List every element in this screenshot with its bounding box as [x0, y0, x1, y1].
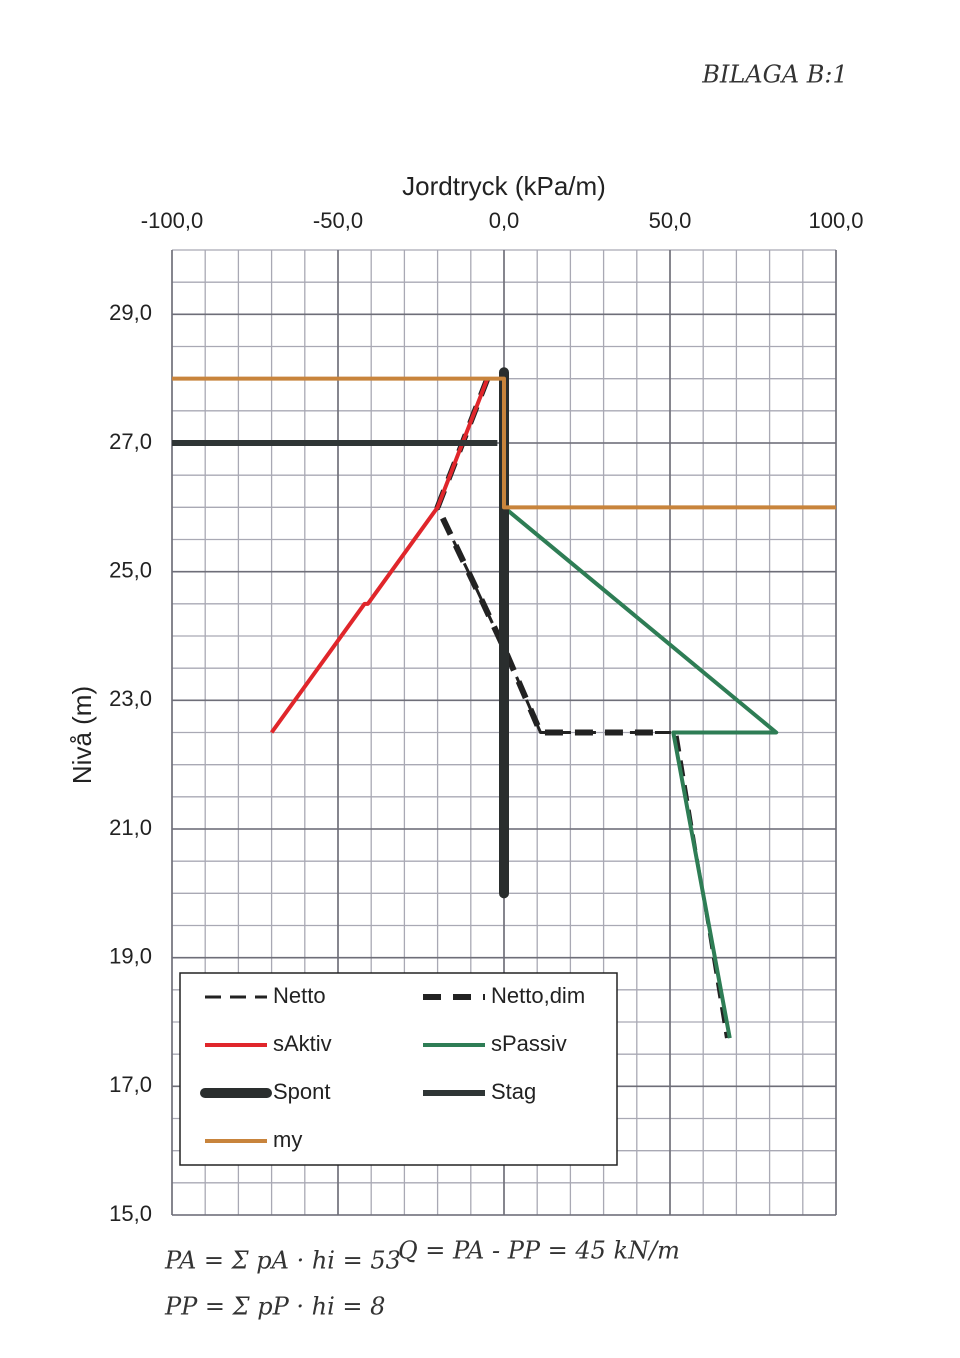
legend: Netto Netto,dim sAktiv sPassiv Spont Stag my	[179, 972, 618, 1166]
legend-label: sAktiv	[273, 1031, 332, 1056]
x-tick-label: 100,0	[808, 208, 863, 233]
legend-label: Netto	[273, 983, 326, 1008]
y-tick-label: 25,0	[109, 557, 152, 582]
chart-title: Jordtryck (kPa/m)	[402, 171, 606, 201]
annotation: PP = Σ pP · hi = 8	[164, 1293, 385, 1321]
y-tick-label: 29,0	[109, 300, 152, 325]
annotation: PA = Σ pA · hi = 53	[164, 1247, 401, 1275]
y-tick-label: 21,0	[109, 815, 152, 840]
x-tick-label: 50,0	[649, 208, 692, 233]
y-tick-label: 27,0	[109, 429, 152, 454]
x-tick-label: 0,0	[489, 208, 520, 233]
x-tick-label: -50,0	[313, 208, 363, 233]
series-line	[434, 377, 657, 736]
y-tick-label: 15,0	[109, 1201, 152, 1226]
x-tick-label: -100,0	[141, 208, 203, 233]
legend-label: Stag	[491, 1079, 536, 1104]
y-tick-label: 23,0	[109, 686, 152, 711]
legend-label: my	[273, 1127, 302, 1152]
legend-label: Netto,dim	[491, 983, 585, 1008]
legend-box	[179, 972, 618, 1166]
series-line	[436, 378, 728, 1039]
legend-label: Spont	[273, 1079, 331, 1104]
legend-label: sPassiv	[491, 1031, 567, 1056]
page-label: BILAGA B:1	[701, 61, 848, 89]
series-line	[269, 377, 490, 734]
series-line	[172, 376, 836, 510]
y-tick-label: 19,0	[109, 943, 152, 968]
y-tick-label: 17,0	[109, 1072, 152, 1097]
series-line	[502, 505, 779, 1039]
y-axis-label: Nivå (m)	[67, 686, 97, 784]
annotation: Q = PA - PP = 45 kN/m	[398, 1237, 680, 1265]
